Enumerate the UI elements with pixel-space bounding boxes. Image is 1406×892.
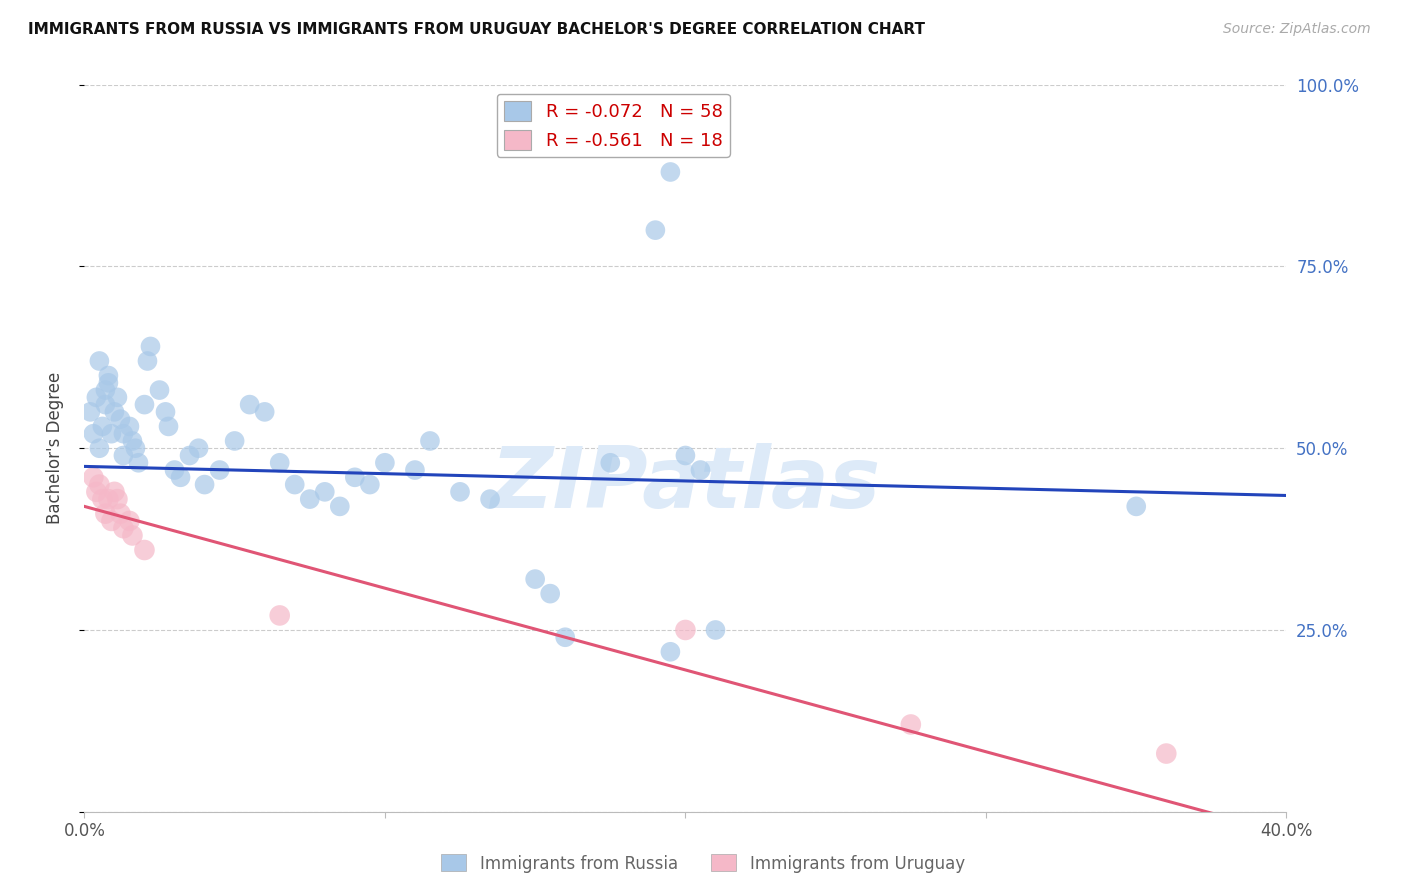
Point	[524, 572, 547, 586]
Point	[1156, 747, 1178, 761]
Point	[139, 339, 162, 353]
Point	[449, 484, 471, 499]
Point	[89, 477, 111, 491]
Point	[82, 470, 104, 484]
Point	[91, 419, 114, 434]
Point	[179, 449, 201, 463]
Point	[94, 398, 117, 412]
Point	[704, 623, 727, 637]
Point	[97, 368, 120, 383]
Point	[148, 383, 170, 397]
Legend: R = -0.072   N = 58, R = -0.561   N = 18: R = -0.072 N = 58, R = -0.561 N = 18	[496, 94, 730, 157]
Point	[136, 354, 159, 368]
Legend: Immigrants from Russia, Immigrants from Uruguay: Immigrants from Russia, Immigrants from …	[434, 847, 972, 880]
Point	[253, 405, 276, 419]
Point	[675, 623, 697, 637]
Point	[127, 456, 149, 470]
Point	[89, 442, 111, 455]
Point	[100, 514, 122, 528]
Point	[224, 434, 246, 448]
Point	[86, 390, 108, 404]
Point	[194, 477, 217, 491]
Point	[112, 521, 135, 535]
Point	[118, 419, 141, 434]
Point	[343, 470, 366, 484]
Point	[689, 463, 711, 477]
Point	[110, 412, 132, 426]
Point	[82, 426, 104, 441]
Point	[269, 608, 291, 623]
Point	[554, 630, 576, 644]
Point	[97, 376, 120, 390]
Point	[121, 528, 143, 542]
Point	[86, 484, 108, 499]
Point	[118, 514, 141, 528]
Point	[208, 463, 231, 477]
Point	[155, 405, 177, 419]
Point	[110, 507, 132, 521]
Point	[659, 165, 682, 179]
Text: IMMIGRANTS FROM RUSSIA VS IMMIGRANTS FROM URUGUAY BACHELOR'S DEGREE CORRELATION : IMMIGRANTS FROM RUSSIA VS IMMIGRANTS FRO…	[28, 22, 925, 37]
Point	[659, 645, 682, 659]
Point	[374, 456, 396, 470]
Point	[269, 456, 291, 470]
Point	[1125, 500, 1147, 514]
Point	[599, 456, 621, 470]
Point	[121, 434, 143, 448]
Point	[103, 484, 125, 499]
Point	[134, 543, 156, 558]
Point	[100, 426, 122, 441]
Point	[112, 449, 135, 463]
Point	[169, 470, 191, 484]
Point	[103, 405, 125, 419]
Point	[124, 442, 146, 455]
Point	[644, 223, 666, 237]
Text: Source: ZipAtlas.com: Source: ZipAtlas.com	[1223, 22, 1371, 37]
Point	[538, 587, 561, 601]
Point	[284, 477, 307, 491]
Point	[97, 492, 120, 507]
Point	[900, 717, 922, 731]
Point	[329, 500, 352, 514]
Point	[94, 507, 117, 521]
Point	[163, 463, 186, 477]
Text: ZIPatlas: ZIPatlas	[491, 443, 880, 526]
Point	[404, 463, 426, 477]
Point	[298, 492, 321, 507]
Point	[157, 419, 180, 434]
Point	[187, 442, 209, 455]
Point	[112, 426, 135, 441]
Point	[107, 492, 129, 507]
Point	[479, 492, 502, 507]
Y-axis label: Bachelor's Degree: Bachelor's Degree	[45, 372, 63, 524]
Point	[675, 449, 697, 463]
Point	[134, 398, 156, 412]
Point	[314, 484, 336, 499]
Point	[89, 354, 111, 368]
Point	[239, 398, 262, 412]
Point	[91, 492, 114, 507]
Point	[419, 434, 441, 448]
Point	[94, 383, 117, 397]
Point	[359, 477, 381, 491]
Point	[107, 390, 129, 404]
Point	[79, 405, 101, 419]
